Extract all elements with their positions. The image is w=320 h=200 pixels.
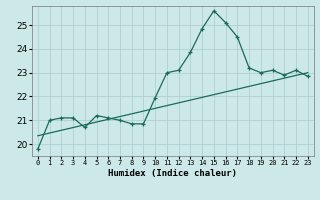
X-axis label: Humidex (Indice chaleur): Humidex (Indice chaleur) <box>108 169 237 178</box>
